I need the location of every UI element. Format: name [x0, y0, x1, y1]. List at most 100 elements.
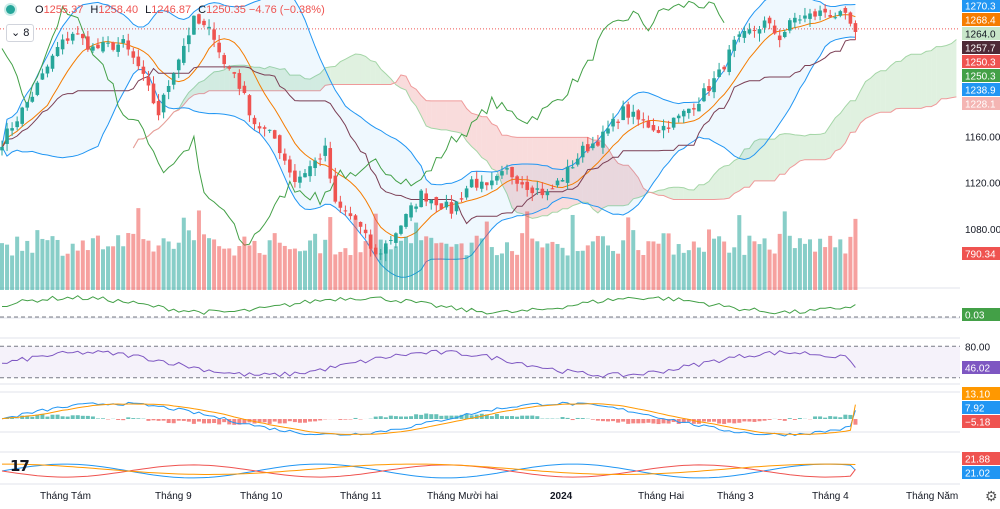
macd-histogram-bar [595, 419, 600, 421]
candle-body [348, 213, 353, 217]
volume-bar [297, 251, 302, 290]
macd-histogram-bar [90, 416, 95, 419]
candle-body [257, 126, 262, 129]
candle-body [55, 47, 60, 57]
candle-body [692, 108, 696, 110]
ichimoku-cloud-segment [734, 158, 740, 194]
ichimoku-cloud-segment [784, 133, 790, 175]
candle-body [843, 7, 848, 13]
candle-body [136, 56, 141, 67]
candle-body [459, 198, 464, 200]
candle-body [116, 44, 120, 52]
ichimoku-cloud-segment [703, 181, 709, 200]
volume-bar [378, 239, 383, 290]
ichimoku-cloud-segment [860, 81, 866, 124]
volume-bar [459, 243, 464, 290]
macd-histogram-bar [257, 419, 262, 423]
indicators-collapse-button[interactable]: ⌄ 8 [6, 24, 35, 42]
price-badge: 1257.7 [965, 44, 996, 55]
gear-icon[interactable]: ⚙ [985, 488, 998, 504]
candle-body [676, 115, 681, 119]
macd-histogram-bar [707, 419, 711, 422]
macd-histogram-bar [222, 419, 227, 423]
ichimoku-cloud-segment [360, 54, 366, 85]
volume-bar [828, 235, 833, 290]
candle-body [15, 121, 19, 128]
volume-bar [156, 245, 161, 290]
volume-bar [136, 208, 141, 290]
ichimoku-cloud-segment [749, 141, 755, 188]
ichimoku-cloud-segment [305, 78, 311, 91]
macd-histogram-bar [80, 415, 85, 419]
candle-body [212, 29, 216, 40]
candle-body [60, 39, 65, 50]
volume-bar [565, 255, 570, 290]
time-axis-label: Tháng 9 [155, 491, 192, 502]
volume-bar [560, 247, 565, 290]
tradingview-logo-icon[interactable]: 17 [10, 457, 30, 475]
candle-body [540, 188, 545, 196]
candle-body [560, 179, 565, 182]
volume-bar [353, 218, 358, 290]
candle-body [358, 221, 363, 227]
ichimoku-cloud-segment [628, 165, 634, 205]
macd-histogram-bar [75, 415, 80, 419]
price-badge: 1228.1 [965, 100, 996, 111]
ichimoku-cloud-segment [623, 165, 629, 206]
candle-body [389, 239, 393, 241]
price-tick-label: 1080.00 [965, 225, 1000, 236]
macd-histogram-bar [429, 414, 434, 419]
candle-body [156, 101, 161, 116]
volume-bar [237, 246, 242, 290]
volume-bar [60, 255, 65, 290]
volume-bar [70, 243, 75, 290]
candle-body [656, 129, 661, 133]
volume-bar [449, 246, 454, 290]
candle-body [782, 31, 787, 37]
volume-bar [95, 235, 100, 290]
candle-body [747, 29, 752, 34]
candle-body [30, 96, 35, 102]
ichimoku-cloud-segment [638, 177, 644, 198]
ichimoku-cloud-segment [840, 106, 846, 149]
candle-body [570, 167, 575, 169]
volume-bar [802, 243, 807, 290]
candle-body [293, 170, 297, 182]
macd-histogram-bar [823, 417, 828, 419]
candle-body [404, 214, 408, 227]
ichimoku-cloud-segment [820, 133, 826, 160]
candle-body [323, 145, 327, 156]
volume-bar [277, 242, 282, 290]
candle-body [772, 25, 777, 34]
candle-body [267, 129, 272, 131]
macd-histogram-bar [661, 419, 666, 424]
volume-bar [474, 235, 479, 290]
ichimoku-cloud-segment [350, 53, 356, 85]
tenkan-line [1, 14, 856, 239]
volume-bar [595, 235, 600, 290]
macd-histogram-bar [126, 417, 131, 419]
time-axis-label: Tháng 10 [240, 491, 283, 502]
ichimoku-cloud-segment [279, 68, 285, 91]
macd-histogram-bar [853, 419, 858, 425]
ichimoku-cloud-segment [501, 135, 507, 194]
candle-body [187, 35, 191, 45]
ichimoku-cloud-segment [774, 134, 780, 181]
macd-histogram-bar [171, 419, 176, 424]
volume-bar [35, 230, 40, 290]
volume-bar [646, 241, 651, 290]
dmi-minus-line [1, 464, 856, 478]
volume-bar [742, 254, 747, 290]
ichimoku-cloud-segment [259, 67, 265, 91]
volume-bar [196, 210, 201, 290]
macd-histogram-bar [565, 417, 570, 419]
macd-histogram-bar [712, 419, 717, 422]
volume-bar [358, 252, 363, 290]
candle-body [752, 30, 757, 32]
ichimoku-cloud-segment [855, 90, 861, 132]
candle-body [161, 94, 166, 113]
macd-histogram-bar [691, 419, 696, 424]
senkou-span-b-line [132, 74, 957, 200]
ichimoku-cloud-segment [936, 46, 942, 105]
